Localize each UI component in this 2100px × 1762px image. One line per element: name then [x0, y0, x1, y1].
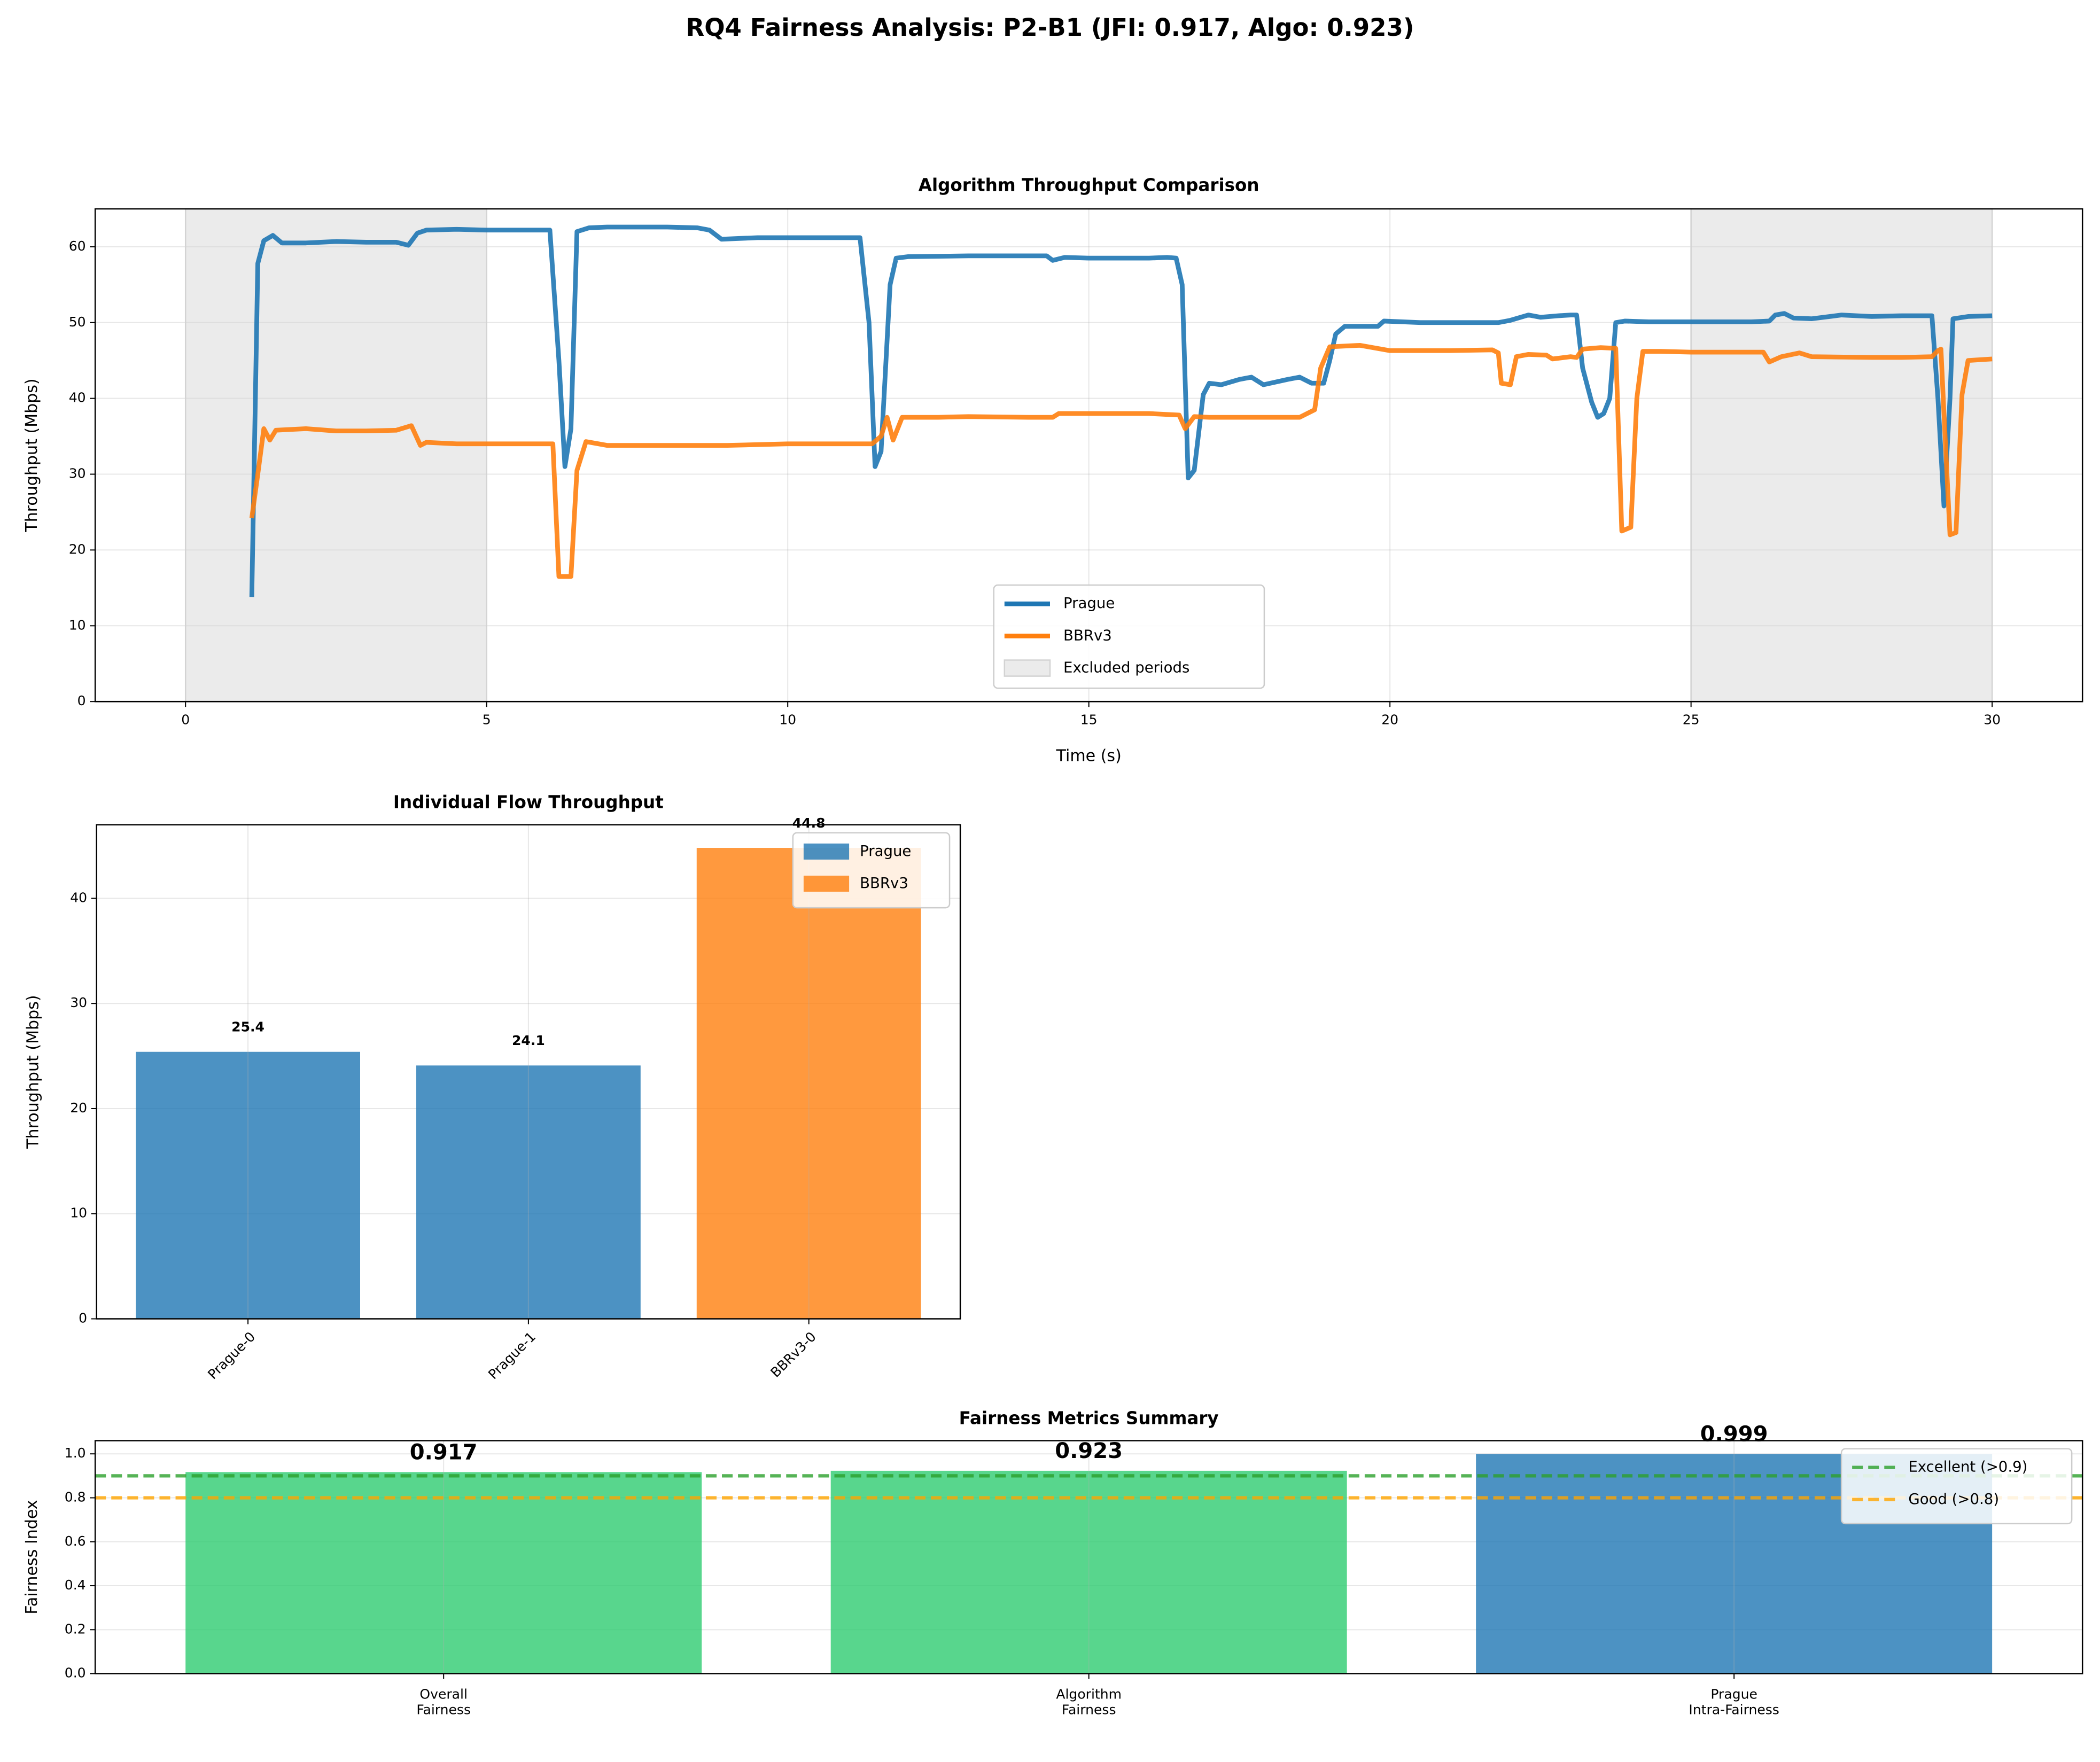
- legend-label: Good (>0.8): [1908, 1491, 1999, 1508]
- value-label: 0.999: [1700, 1422, 1768, 1447]
- x-tick-label: 25: [1683, 712, 1700, 727]
- x-tick-label: Prague-0: [205, 1329, 258, 1382]
- x-tick-label: Prague-1: [485, 1329, 539, 1382]
- x-tick-label: 15: [1080, 712, 1098, 727]
- y-tick-label: 0.2: [65, 1621, 86, 1636]
- bar: [830, 1470, 1347, 1674]
- y-tick-label: 0.0: [65, 1665, 86, 1681]
- y-axis-label: Fairness Index: [22, 1500, 41, 1614]
- x-axis-label: Time (s): [1056, 746, 1122, 765]
- value-label: 24.1: [512, 1033, 545, 1048]
- y-axis-label: Throughput (Mbps): [24, 995, 42, 1149]
- bar: [185, 1472, 702, 1674]
- legend-swatch: [1004, 659, 1051, 677]
- legend-label: Excellent (>0.9): [1908, 1459, 2027, 1476]
- value-label: 25.4: [231, 1019, 265, 1035]
- legend-label: BBRv3: [860, 875, 908, 892]
- y-tick-label: 0: [77, 693, 86, 708]
- bar: [696, 848, 921, 1319]
- excluded-span: [184, 208, 487, 703]
- y-tick-label: 10: [69, 617, 86, 633]
- bar: [136, 1051, 360, 1319]
- axes-frame: [96, 824, 961, 1320]
- y-tick-label: 20: [69, 541, 86, 557]
- y-tick-label: 0.6: [65, 1533, 86, 1549]
- legend-label: Excluded periods: [1063, 659, 1189, 676]
- axes-frame: [94, 1440, 2083, 1674]
- legend-box: [1840, 1448, 2073, 1525]
- x-tick-label: Overall Fairness: [416, 1687, 471, 1718]
- y-tick-label: 60: [69, 238, 86, 254]
- legend-label: Prague: [1063, 595, 1115, 612]
- y-tick-label: 30: [69, 466, 86, 481]
- x-tick-label: 20: [1381, 712, 1398, 727]
- chart-title: Fairness Metrics Summary: [959, 1408, 1219, 1428]
- bar: [416, 1065, 641, 1319]
- y-axis-label: Throughput (Mbps): [22, 378, 41, 532]
- y-tick-label: 40: [70, 890, 87, 905]
- y-tick-label: 10: [70, 1205, 87, 1221]
- y-tick-label: 20: [70, 1100, 87, 1116]
- y-tick-label: 50: [69, 314, 86, 330]
- chart-title: Algorithm Throughput Comparison: [919, 175, 1259, 195]
- figure-title: RQ4 Fairness Analysis: P2-B1 (JFI: 0.917…: [686, 13, 1414, 42]
- y-tick-label: 0: [79, 1310, 87, 1326]
- legend-box: [993, 584, 1265, 689]
- x-tick-label: 10: [779, 712, 796, 727]
- y-tick-label: 0.4: [65, 1577, 86, 1593]
- x-tick-label: Prague Intra-Fairness: [1689, 1687, 1779, 1718]
- x-tick-label: 5: [483, 712, 491, 727]
- x-tick-label: 30: [1984, 712, 2001, 727]
- chart-title: Individual Flow Throughput: [393, 792, 664, 813]
- y-tick-label: 40: [69, 390, 86, 406]
- value-label: 0.917: [410, 1440, 478, 1464]
- legend-label: Prague: [860, 843, 911, 860]
- legend-label: BBRv3: [1063, 627, 1112, 644]
- x-tick-label: 0: [181, 712, 190, 727]
- series-line: [249, 224, 1993, 597]
- x-tick-label: BBRv3-0: [767, 1329, 819, 1381]
- y-tick-label: 1.0: [65, 1445, 86, 1461]
- value-label: 0.923: [1055, 1439, 1123, 1463]
- series-line: [249, 342, 1993, 579]
- y-tick-label: 30: [70, 995, 87, 1010]
- legend-swatch: [803, 843, 850, 860]
- y-tick-label: 0.8: [65, 1489, 86, 1504]
- x-tick-label: Algorithm Fairness: [1056, 1687, 1122, 1718]
- legend-swatch: [803, 875, 850, 892]
- value-label: 44.8: [792, 815, 826, 831]
- axes-frame: [94, 208, 2083, 703]
